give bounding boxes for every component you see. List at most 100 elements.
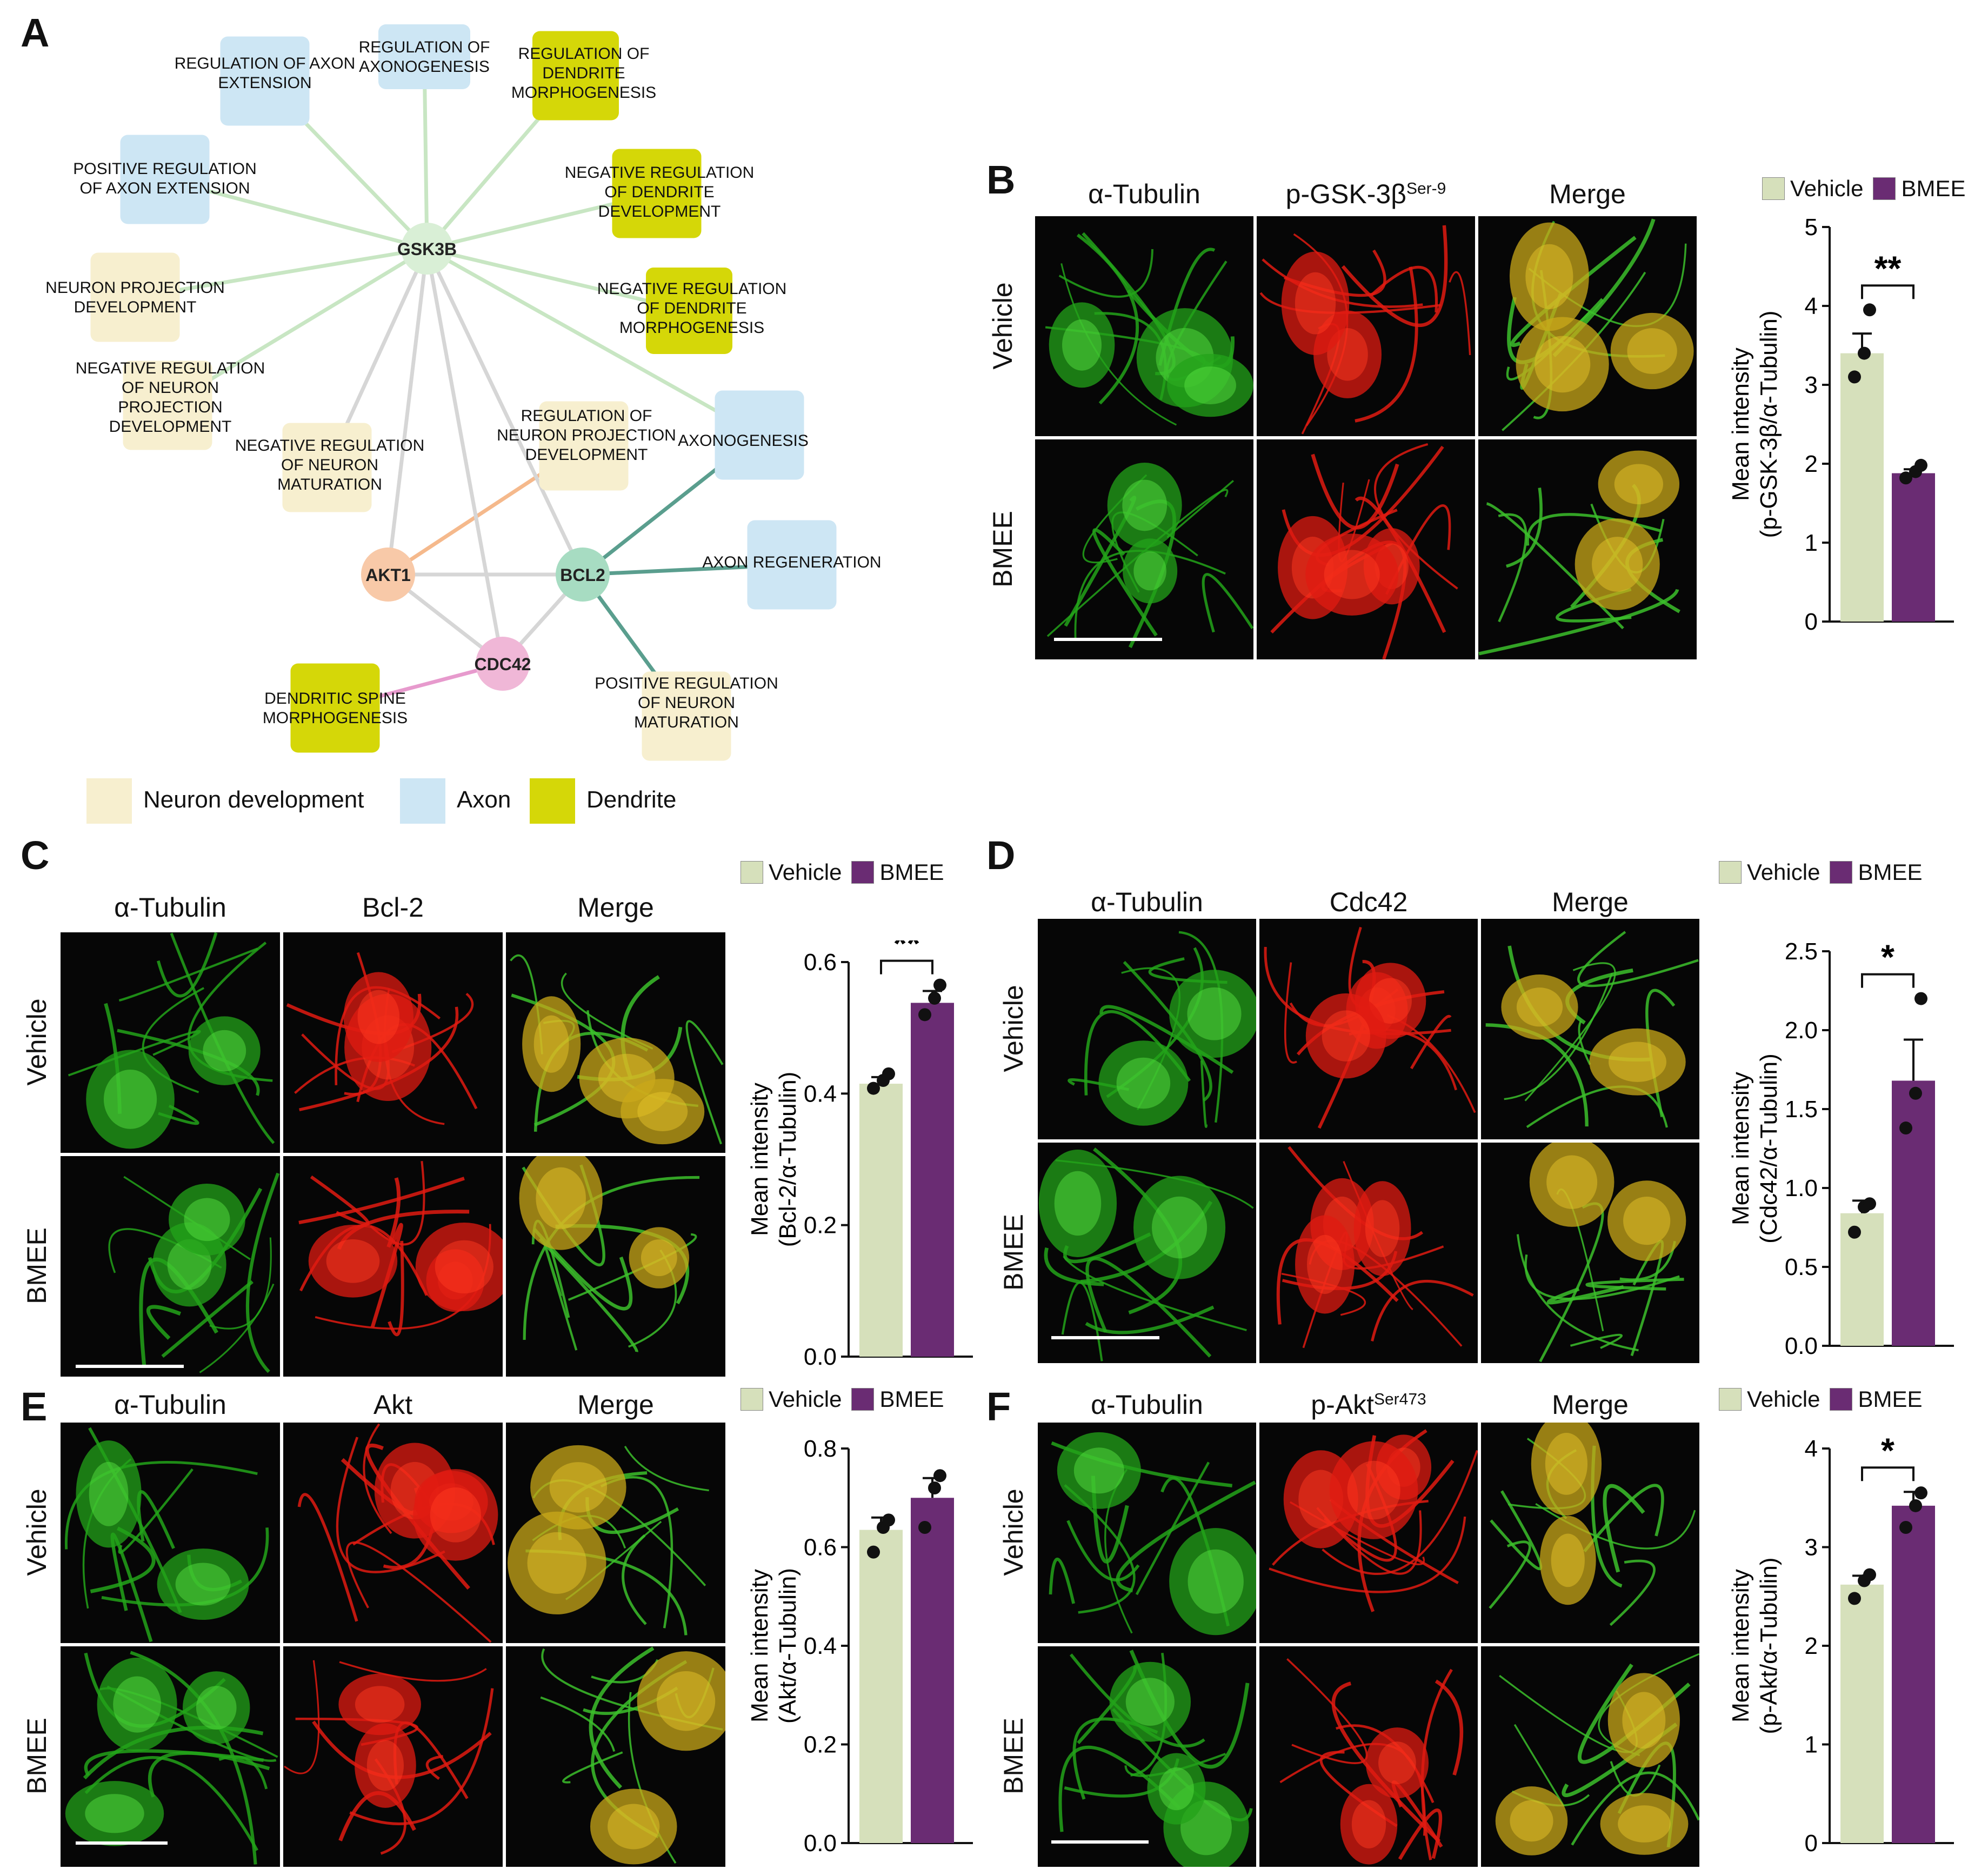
chart-legend: Vehicle BMEE [741,859,953,886]
column-title: Merge [577,1390,654,1420]
chart-legend: Vehicle BMEE [741,1386,953,1413]
column-title-superscript: Ser-9 [1406,179,1446,198]
micrograph-image [1259,1423,1478,1643]
y-tick-label: 0.0 [804,1830,837,1857]
data-point [882,1067,895,1080]
go-term-label: MATURATION [277,476,382,493]
edge-gsk3b-akt1 [386,248,429,575]
go-term-box [715,390,804,480]
go-term-label: POSITIVE REGULATION [595,675,778,692]
legend-bmee-label: BMEE [879,859,944,885]
micrograph-image [283,1646,503,1867]
micrograph-green-bmee [1038,1646,1256,1867]
micrograph-red-bmee [283,1156,503,1377]
micrograph-image [1038,1423,1256,1643]
go-term-box [290,663,380,753]
micrograph-image [61,1646,280,1867]
micrograph-green-bmee [61,1156,280,1377]
data-point [933,978,946,992]
scale-bar [76,1365,184,1368]
micrograph-image [1259,1646,1478,1867]
y-tick-label: 0.4 [804,1080,837,1107]
legend-bmee-swatch [1873,177,1896,200]
data-point [1848,1592,1861,1605]
column-title: p-AktSer473 [1311,1390,1426,1420]
micrograph-merge-bmee [1478,439,1697,659]
go-term-label: MORPHOGENESIS [619,319,764,337]
go-term-box [612,149,702,238]
edge-gsk3b-t11 [426,246,760,437]
go-term-label: PROJECTION [118,398,222,416]
micrograph-merge-bmee [1481,1646,1699,1867]
data-point [1863,1197,1876,1211]
data-point [1914,1486,1927,1500]
go-term-node: DENDRITIC SPINE MORPHOGENESIS [263,663,408,753]
micrograph-red-vehicle [1259,919,1478,1139]
go-term-label: REGULATION OF [359,38,490,56]
row-label-vehicle: Vehicle [22,1488,52,1576]
go-term-box [646,268,732,354]
y-tick-label: 0.2 [804,1212,837,1239]
data-point [928,991,941,1005]
y-tick-label: 2.0 [1785,1017,1818,1044]
row-label-bmee: BMEE [998,1214,1029,1291]
y-axis-title: Mean intensity [746,1569,773,1723]
go-term-label: NEGATIVE REGULATION [597,280,787,298]
column-title: p-GSK-3βSer-9 [1285,179,1446,209]
go-term-box [123,361,212,450]
legend-bmee-swatch [1830,1388,1853,1411]
panel-letter-e: E [21,1384,48,1429]
legend-vehicle-label: Vehicle [1747,1386,1820,1412]
micrograph-merge-vehicle [1478,216,1697,436]
column-title-superscript: Ser473 [1373,1390,1426,1409]
micrograph-green-vehicle [1035,216,1253,436]
significance-stars: ** [893,940,920,963]
y-tick-label: 1 [1805,1732,1818,1758]
y-tick-label: 0.2 [804,1732,837,1758]
panel-letter-f: F [986,1384,1011,1429]
micrograph-image [1478,439,1697,659]
significance-stars: ** [1874,249,1902,288]
micrograph-image [506,1423,725,1643]
go-term-label: AXONOGENESIS [359,58,490,76]
micrograph-green-bmee [61,1646,280,1867]
bar-bmee [1892,473,1935,622]
y-tick-label: 0.0 [804,1344,837,1370]
edge-gsk3b-bcl2 [425,248,585,576]
go-term-box [220,36,310,126]
micrograph-image [1038,919,1256,1139]
significance-bracket [880,959,933,974]
bar-chart-d: 0.0 0.5 1.0 1.5 2.0 2.5 Mean intensity (Cdc42/α… [1727,938,1954,1359]
bar-vehicle [859,1084,903,1357]
hub-node-label: GSK3B [397,239,457,259]
micrograph-image [61,932,280,1153]
chart-legend: Vehicle BMEE [1762,176,1975,203]
row-label-bmee: BMEE [988,510,1018,588]
micrograph-green-vehicle [61,1423,280,1643]
panel-letter-c: C [21,833,50,878]
y-axis-title: Mean intensity [746,1083,773,1236]
column-title: α-Tubulin [1091,1390,1203,1420]
row-label-bmee: BMEE [22,1718,52,1794]
significance-bracket [1861,1466,1914,1481]
legend-bmee-label: BMEE [1858,859,1923,885]
bar-vehicle [1840,353,1884,622]
legend-bmee-swatch [851,1388,875,1411]
legend-vehicle-label: Vehicle [1747,859,1820,885]
data-point [1914,458,1927,472]
go-term-box [539,401,629,491]
legend-bmee-label: BMEE [1901,176,1966,201]
column-title: α-Tubulin [114,1390,226,1420]
data-point [882,1513,895,1527]
y-axis-subtitle: (Cdc42/α-Tubulin) [1756,1053,1782,1243]
micrograph-red-vehicle [283,932,503,1153]
y-tick-label: 1.5 [1785,1096,1818,1123]
micrograph-merge-vehicle [506,932,725,1153]
go-term-label: MATURATION [634,713,739,731]
hub-node-bcl2: BCL2 [556,548,610,602]
go-term-label: REGULATION OF [518,45,650,63]
y-tick-label: 0.8 [804,1436,837,1462]
data-point [918,1521,931,1534]
